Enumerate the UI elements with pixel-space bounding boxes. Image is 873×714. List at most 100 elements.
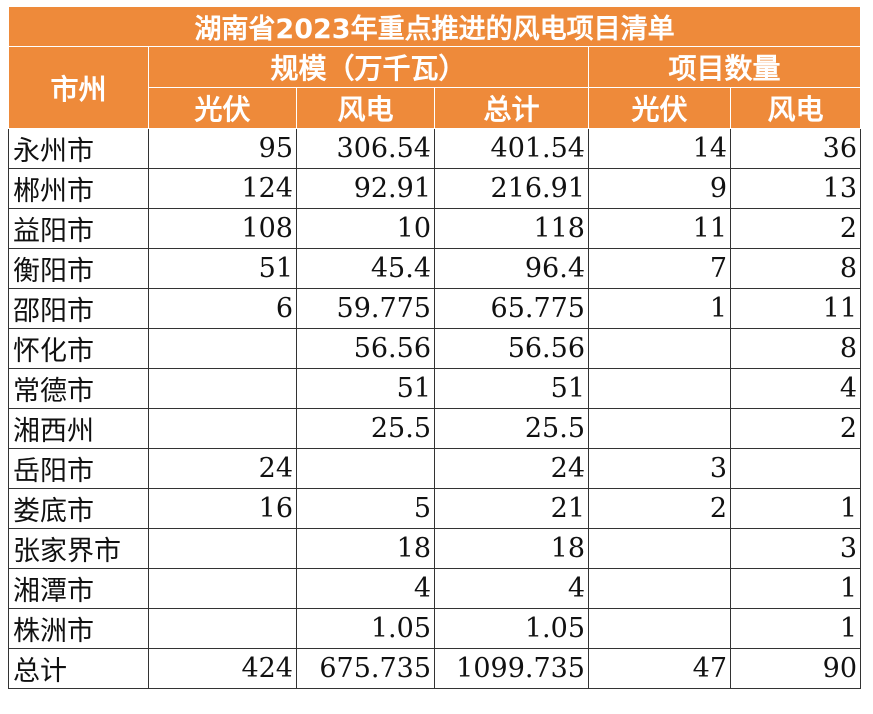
cell-solar-count: 11 [588, 208, 731, 249]
cell-total-scale: 4 [434, 568, 589, 609]
cell-solar-scale [148, 408, 297, 449]
cell-solar-count [588, 408, 731, 449]
cell-wind-count: 1 [729, 608, 862, 649]
cell-wind-count: 90 [729, 648, 862, 689]
cell-solar-count [588, 328, 731, 369]
cell-city: 湘潭市 [8, 568, 149, 609]
cell-wind-scale: 51 [296, 368, 435, 409]
cell-wind-scale: 1.05 [296, 608, 435, 649]
cell-solar-scale: 24 [148, 448, 297, 489]
header-wind: 风电 [296, 87, 435, 129]
cell-total-scale: 65.775 [434, 288, 589, 329]
cell-wind-count: 2 [729, 408, 862, 449]
cell-total-scale: 21 [434, 488, 589, 529]
cell-solar-count: 14 [588, 128, 731, 169]
table-row: 郴州市 124 92.91 216.91 9 13 [8, 168, 862, 209]
table-row: 衡阳市 51 45.4 96.4 7 8 [8, 248, 862, 289]
cell-city: 永州市 [8, 128, 149, 169]
cell-city: 张家界市 [8, 528, 149, 569]
cell-wind-scale: 306.54 [296, 128, 435, 169]
table-body: 永州市 95 306.54 401.54 14 36 郴州市 124 92.91 216.91 9 1… [8, 128, 862, 689]
cell-solar-count [588, 608, 731, 649]
project-table-container: 湖南省2023年重点推进的风电项目清单 市州 规模（万千瓦） 项目数量 光伏 风… [7, 6, 862, 689]
cell-solar-count: 7 [588, 248, 731, 289]
cell-solar-count: 2 [588, 488, 731, 529]
cell-wind-count: 36 [729, 128, 862, 169]
cell-wind-scale: 10 [296, 208, 435, 249]
cell-wind-count [729, 448, 862, 489]
header-count-solar: 光伏 [588, 87, 731, 129]
cell-solar-scale [148, 328, 297, 369]
header-city: 市州 [8, 46, 149, 129]
cell-wind-count: 11 [729, 288, 862, 329]
cell-wind-count: 2 [729, 208, 862, 249]
cell-city: 株洲市 [8, 608, 149, 649]
cell-city: 岳阳市 [8, 448, 149, 489]
cell-total-scale: 401.54 [434, 128, 589, 169]
cell-solar-scale: 424 [148, 648, 297, 689]
cell-wind-count: 1 [729, 488, 862, 529]
cell-total-scale: 25.5 [434, 408, 589, 449]
cell-solar-scale [148, 528, 297, 569]
cell-solar-count [588, 528, 731, 569]
cell-city: 益阳市 [8, 208, 149, 249]
cell-wind-scale [296, 448, 435, 489]
table-row: 常德市 51 51 4 [8, 368, 862, 409]
cell-wind-scale: 25.5 [296, 408, 435, 449]
header-solar: 光伏 [148, 87, 297, 129]
cell-wind-scale: 59.775 [296, 288, 435, 329]
cell-wind-scale: 92.91 [296, 168, 435, 209]
cell-wind-scale: 675.735 [296, 648, 435, 689]
header-count-wind: 风电 [729, 87, 862, 129]
cell-wind-count: 8 [729, 328, 862, 369]
cell-solar-count [588, 568, 731, 609]
cell-city: 怀化市 [8, 328, 149, 369]
cell-wind-count: 4 [729, 368, 862, 409]
cell-solar-scale: 16 [148, 488, 297, 529]
cell-city: 常德市 [8, 368, 149, 409]
table-row: 岳阳市 24 24 3 [8, 448, 862, 489]
cell-wind-count: 3 [729, 528, 862, 569]
table-row: 娄底市 16 5 21 2 1 [8, 488, 862, 529]
cell-solar-scale: 95 [148, 128, 297, 169]
cell-total-scale: 24 [434, 448, 589, 489]
cell-wind-scale: 4 [296, 568, 435, 609]
table-row: 益阳市 108 10 118 11 2 [8, 208, 862, 249]
cell-wind-scale: 5 [296, 488, 435, 529]
cell-city: 娄底市 [8, 488, 149, 529]
cell-solar-count: 3 [588, 448, 731, 489]
cell-total-scale: 51 [434, 368, 589, 409]
cell-city: 郴州市 [8, 168, 149, 209]
cell-solar-count: 9 [588, 168, 731, 209]
cell-city: 总计 [8, 648, 149, 689]
cell-wind-scale: 18 [296, 528, 435, 569]
table-row: 总计 424 675.735 1099.735 47 90 [8, 648, 862, 689]
cell-total-scale: 56.56 [434, 328, 589, 369]
cell-wind-scale: 56.56 [296, 328, 435, 369]
cell-city: 衡阳市 [8, 248, 149, 289]
cell-total-scale: 96.4 [434, 248, 589, 289]
cell-total-scale: 216.91 [434, 168, 589, 209]
cell-solar-scale: 6 [148, 288, 297, 329]
table-row: 张家界市 18 18 3 [8, 528, 862, 569]
cell-solar-scale: 51 [148, 248, 297, 289]
cell-total-scale: 1.05 [434, 608, 589, 649]
cell-total-scale: 1099.735 [434, 648, 589, 689]
cell-solar-scale: 124 [148, 168, 297, 209]
cell-city: 湘西州 [8, 408, 149, 449]
cell-wind-count: 8 [729, 248, 862, 289]
table-row: 怀化市 56.56 56.56 8 [8, 328, 862, 369]
cell-solar-scale [148, 568, 297, 609]
table-row: 邵阳市 6 59.775 65.775 1 11 [8, 288, 862, 329]
table-row: 株洲市 1.05 1.05 1 [8, 608, 862, 649]
wind-project-table: 湖南省2023年重点推进的风电项目清单 市州 规模（万千瓦） 项目数量 光伏 风… [7, 6, 862, 689]
cell-wind-count: 1 [729, 568, 862, 609]
table-row: 湘西州 25.5 25.5 2 [8, 408, 862, 449]
cell-wind-scale: 45.4 [296, 248, 435, 289]
cell-solar-count: 1 [588, 288, 731, 329]
table-row: 永州市 95 306.54 401.54 14 36 [8, 128, 862, 169]
cell-solar-scale [148, 608, 297, 649]
cell-solar-count: 47 [588, 648, 731, 689]
cell-solar-scale: 108 [148, 208, 297, 249]
cell-solar-scale [148, 368, 297, 409]
